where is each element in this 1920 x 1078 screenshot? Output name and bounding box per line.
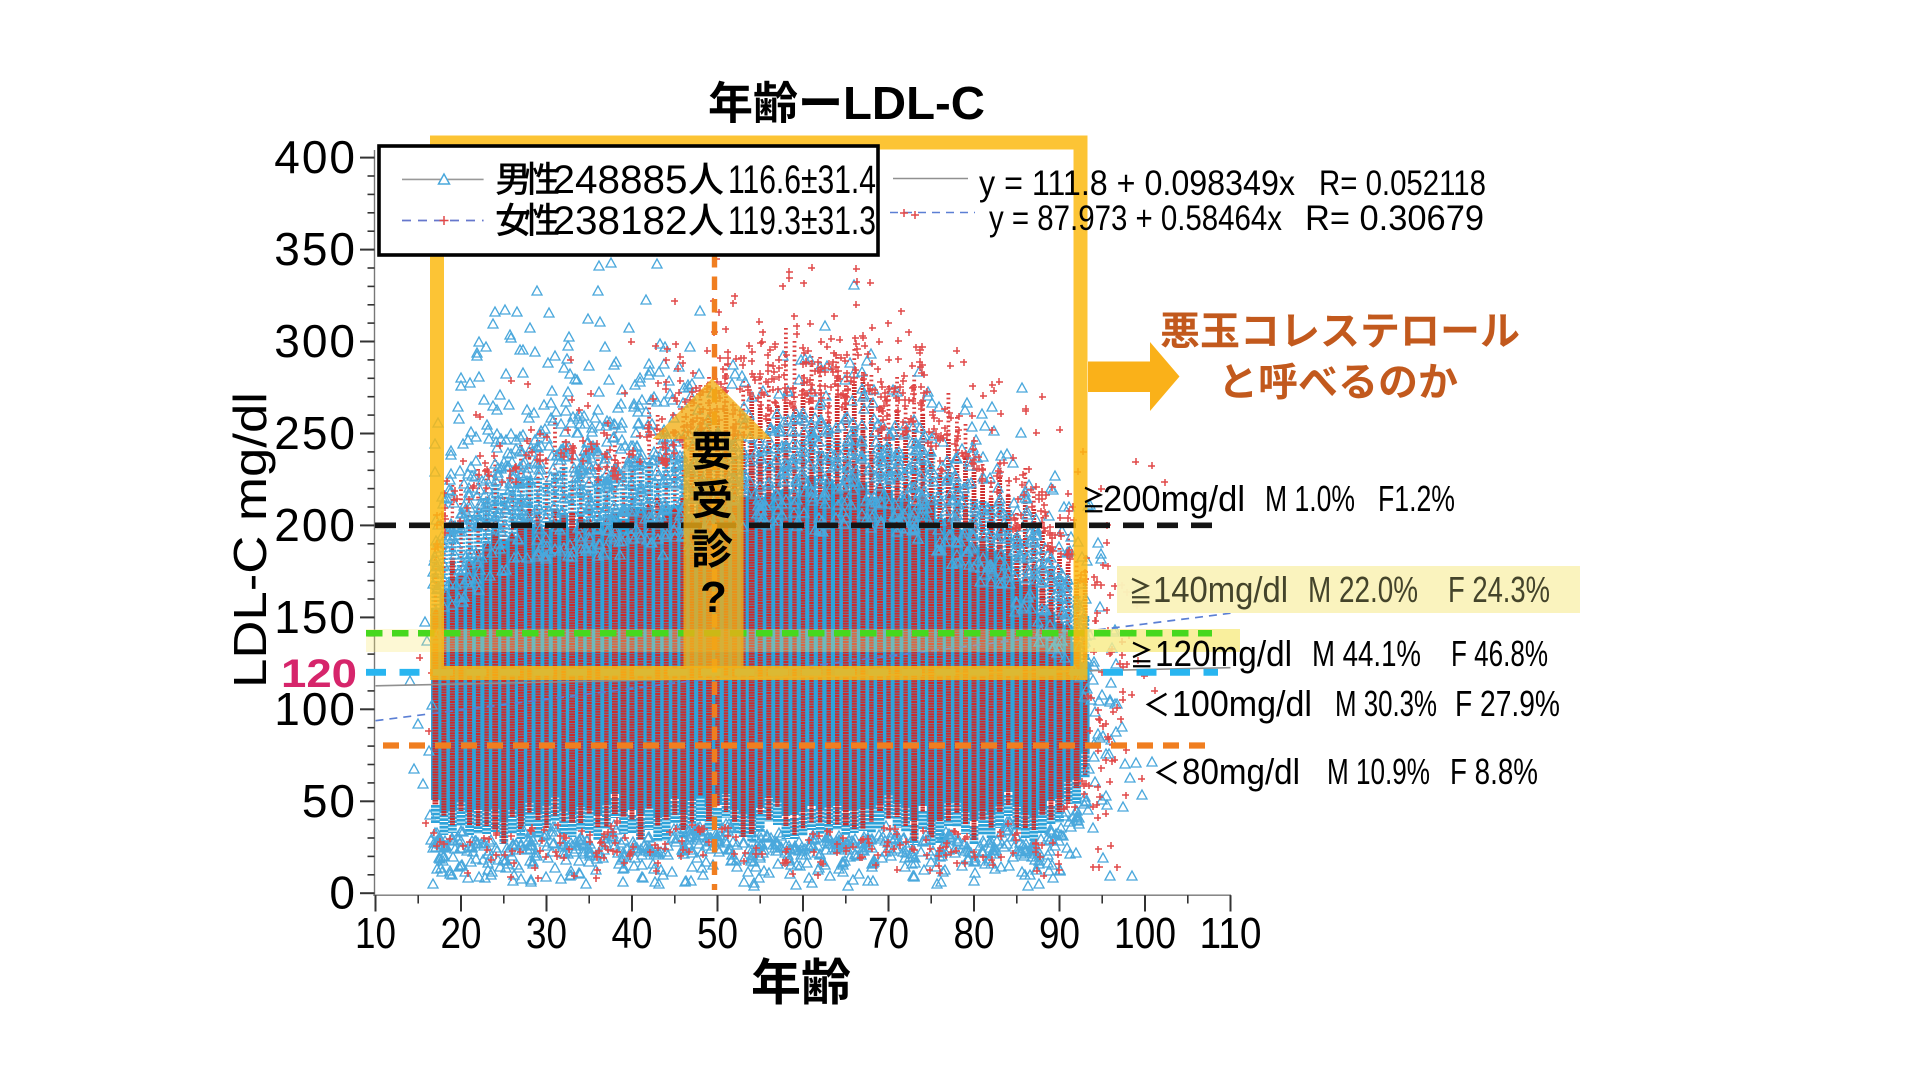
- svg-text:110: 110: [1200, 909, 1262, 958]
- svg-text:?: ?: [700, 573, 727, 622]
- svg-text:LDL-C: LDL-C: [843, 77, 985, 129]
- svg-text:50: 50: [302, 775, 357, 827]
- svg-text:120: 120: [281, 652, 357, 696]
- svg-text:0: 0: [329, 867, 357, 919]
- svg-text:R= 0.30679: R= 0.30679: [1305, 199, 1484, 238]
- svg-text:10: 10: [355, 909, 396, 958]
- svg-text:250: 250: [274, 407, 357, 459]
- svg-text:116.6±31.4: 116.6±31.4: [728, 158, 876, 202]
- svg-text:300: 300: [274, 315, 357, 367]
- svg-text:60: 60: [783, 909, 824, 958]
- svg-text:350: 350: [274, 223, 357, 275]
- svg-text:100mg/dl: 100mg/dl: [1172, 683, 1312, 724]
- svg-text:100: 100: [1114, 909, 1176, 958]
- svg-text:M 1.0%: M 1.0%: [1265, 478, 1355, 519]
- svg-text:200mg/dl: 200mg/dl: [1103, 478, 1245, 519]
- svg-text:F 24.3%: F 24.3%: [1448, 569, 1550, 610]
- svg-text:30: 30: [526, 909, 567, 958]
- svg-text:70: 70: [868, 909, 909, 958]
- svg-text:100: 100: [274, 683, 357, 735]
- svg-text:F1.2%: F1.2%: [1378, 478, 1455, 519]
- svg-text:80mg/dl: 80mg/dl: [1182, 751, 1300, 792]
- svg-text:200: 200: [274, 499, 357, 551]
- svg-text:M 10.9%: M 10.9%: [1327, 751, 1430, 792]
- svg-text:M 44.1%: M 44.1%: [1312, 633, 1421, 674]
- svg-text:F 27.9%: F 27.9%: [1455, 683, 1560, 724]
- svg-text:238182: 238182: [553, 199, 688, 243]
- svg-text:80: 80: [954, 909, 995, 958]
- svg-text:50: 50: [697, 909, 738, 958]
- svg-text:F 46.8%: F 46.8%: [1451, 633, 1548, 674]
- svg-text:248885: 248885: [553, 158, 688, 202]
- svg-text:119.3±31.3: 119.3±31.3: [728, 199, 876, 243]
- svg-text:LDL-C mg/dl: LDL-C mg/dl: [224, 392, 276, 688]
- svg-text:y = 87.973 + 0.58464x: y = 87.973 + 0.58464x: [989, 199, 1282, 238]
- svg-text:400: 400: [274, 131, 357, 183]
- svg-text:20: 20: [441, 909, 482, 958]
- svg-text:90: 90: [1039, 909, 1080, 958]
- svg-text:F 8.8%: F 8.8%: [1450, 751, 1538, 792]
- svg-text:140mg/dl: 140mg/dl: [1153, 569, 1288, 610]
- svg-text:R= 0.052118: R= 0.052118: [1319, 164, 1486, 203]
- svg-text:120mg/dl: 120mg/dl: [1155, 633, 1292, 674]
- svg-text:40: 40: [612, 909, 653, 958]
- svg-text:y = 111.8 + 0.098349x: y = 111.8 + 0.098349x: [979, 164, 1295, 203]
- svg-text:150: 150: [274, 591, 357, 643]
- svg-text:M 22.0%: M 22.0%: [1308, 569, 1418, 610]
- svg-text:M 30.3%: M 30.3%: [1335, 683, 1437, 724]
